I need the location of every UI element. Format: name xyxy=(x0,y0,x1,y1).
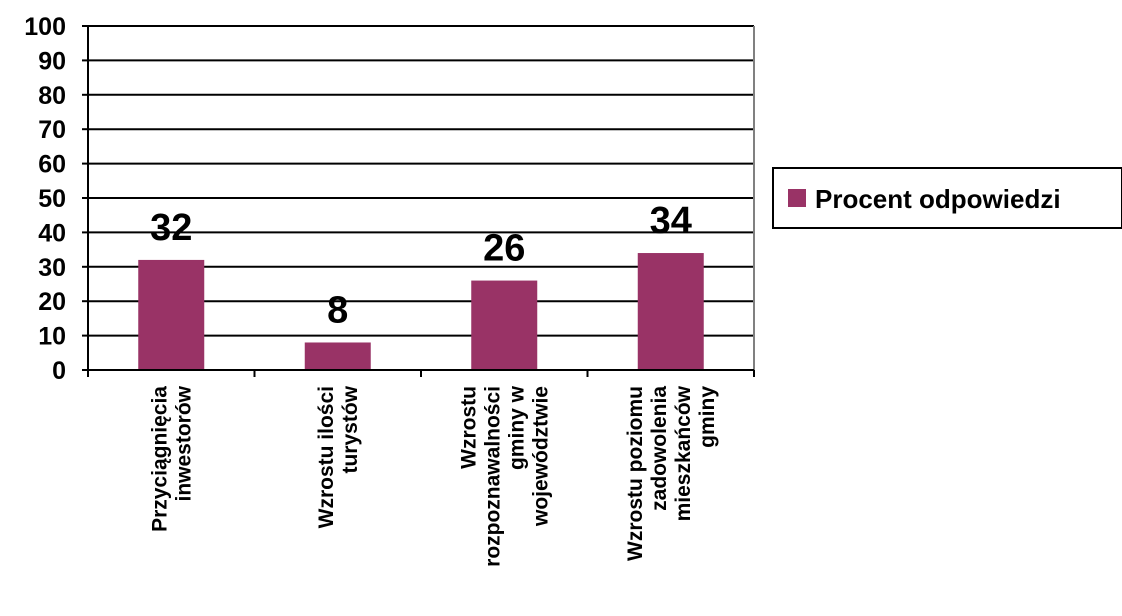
y-tick-label: 70 xyxy=(38,116,66,144)
x-category-label-line: gminy xyxy=(696,386,719,448)
bar xyxy=(304,342,371,370)
x-category-label-line: inwestorów xyxy=(172,385,195,501)
x-category-label-line: Wzrostu xyxy=(457,386,480,469)
x-category-label-line: mieszkańców xyxy=(672,385,695,521)
x-category-label-line: rozpoznawalności xyxy=(481,386,504,567)
legend-label: Procent odpowiedzi xyxy=(815,184,1061,214)
x-category-label-line: Przyciągnięcia xyxy=(148,386,171,532)
data-label: 32 xyxy=(150,207,192,249)
y-tick-label: 30 xyxy=(38,254,66,282)
x-category-label-line: Wzrostu ilości xyxy=(315,386,338,528)
bar xyxy=(471,280,538,370)
legend: Procent odpowiedzi xyxy=(772,167,1122,229)
x-category-label-line: turystów xyxy=(339,385,362,473)
y-tick-label: 60 xyxy=(38,151,66,179)
x-category-label: Wzrostu poziomu zadowolenia mieszkańców gmi… xyxy=(624,385,719,561)
category-labels: Przyciągnięcia inwestorów Wzrostu ilości tu… xyxy=(148,385,719,567)
bar xyxy=(637,253,704,370)
y-tick-label: 80 xyxy=(38,82,66,110)
x-category-label-line: województwie xyxy=(529,386,552,527)
x-category-label: Przyciągnięcia inwestorów xyxy=(148,385,195,532)
legend-box xyxy=(772,167,1122,229)
y-tick-label: 40 xyxy=(38,219,66,247)
y-axis-ticks: 0 10 20 30 40 50 60 70 80 90 100 xyxy=(24,13,88,385)
y-tick-label: 50 xyxy=(38,185,66,213)
data-labels: 32 8 26 34 xyxy=(150,200,692,331)
x-category-label: Wzrostu ilości turystów xyxy=(315,385,362,528)
x-category-label: Wzrostu rozpoznawalności gminy w województw… xyxy=(457,385,552,567)
data-label: 8 xyxy=(327,289,348,331)
y-tick-label: 10 xyxy=(38,323,66,351)
x-category-label-line: Wzrostu poziomu xyxy=(624,386,647,561)
x-category-label-line: zadowolenia xyxy=(648,386,671,511)
y-tick-label: 100 xyxy=(24,13,66,41)
bars xyxy=(138,253,704,370)
y-tick-label: 20 xyxy=(38,288,66,316)
bar xyxy=(138,259,205,370)
y-tick-label: 0 xyxy=(52,357,66,385)
data-label: 34 xyxy=(650,200,692,242)
legend-swatch xyxy=(788,189,806,207)
x-category-label-line: gminy w xyxy=(505,385,528,470)
data-label: 26 xyxy=(483,228,525,270)
y-tick-label: 90 xyxy=(38,47,66,75)
